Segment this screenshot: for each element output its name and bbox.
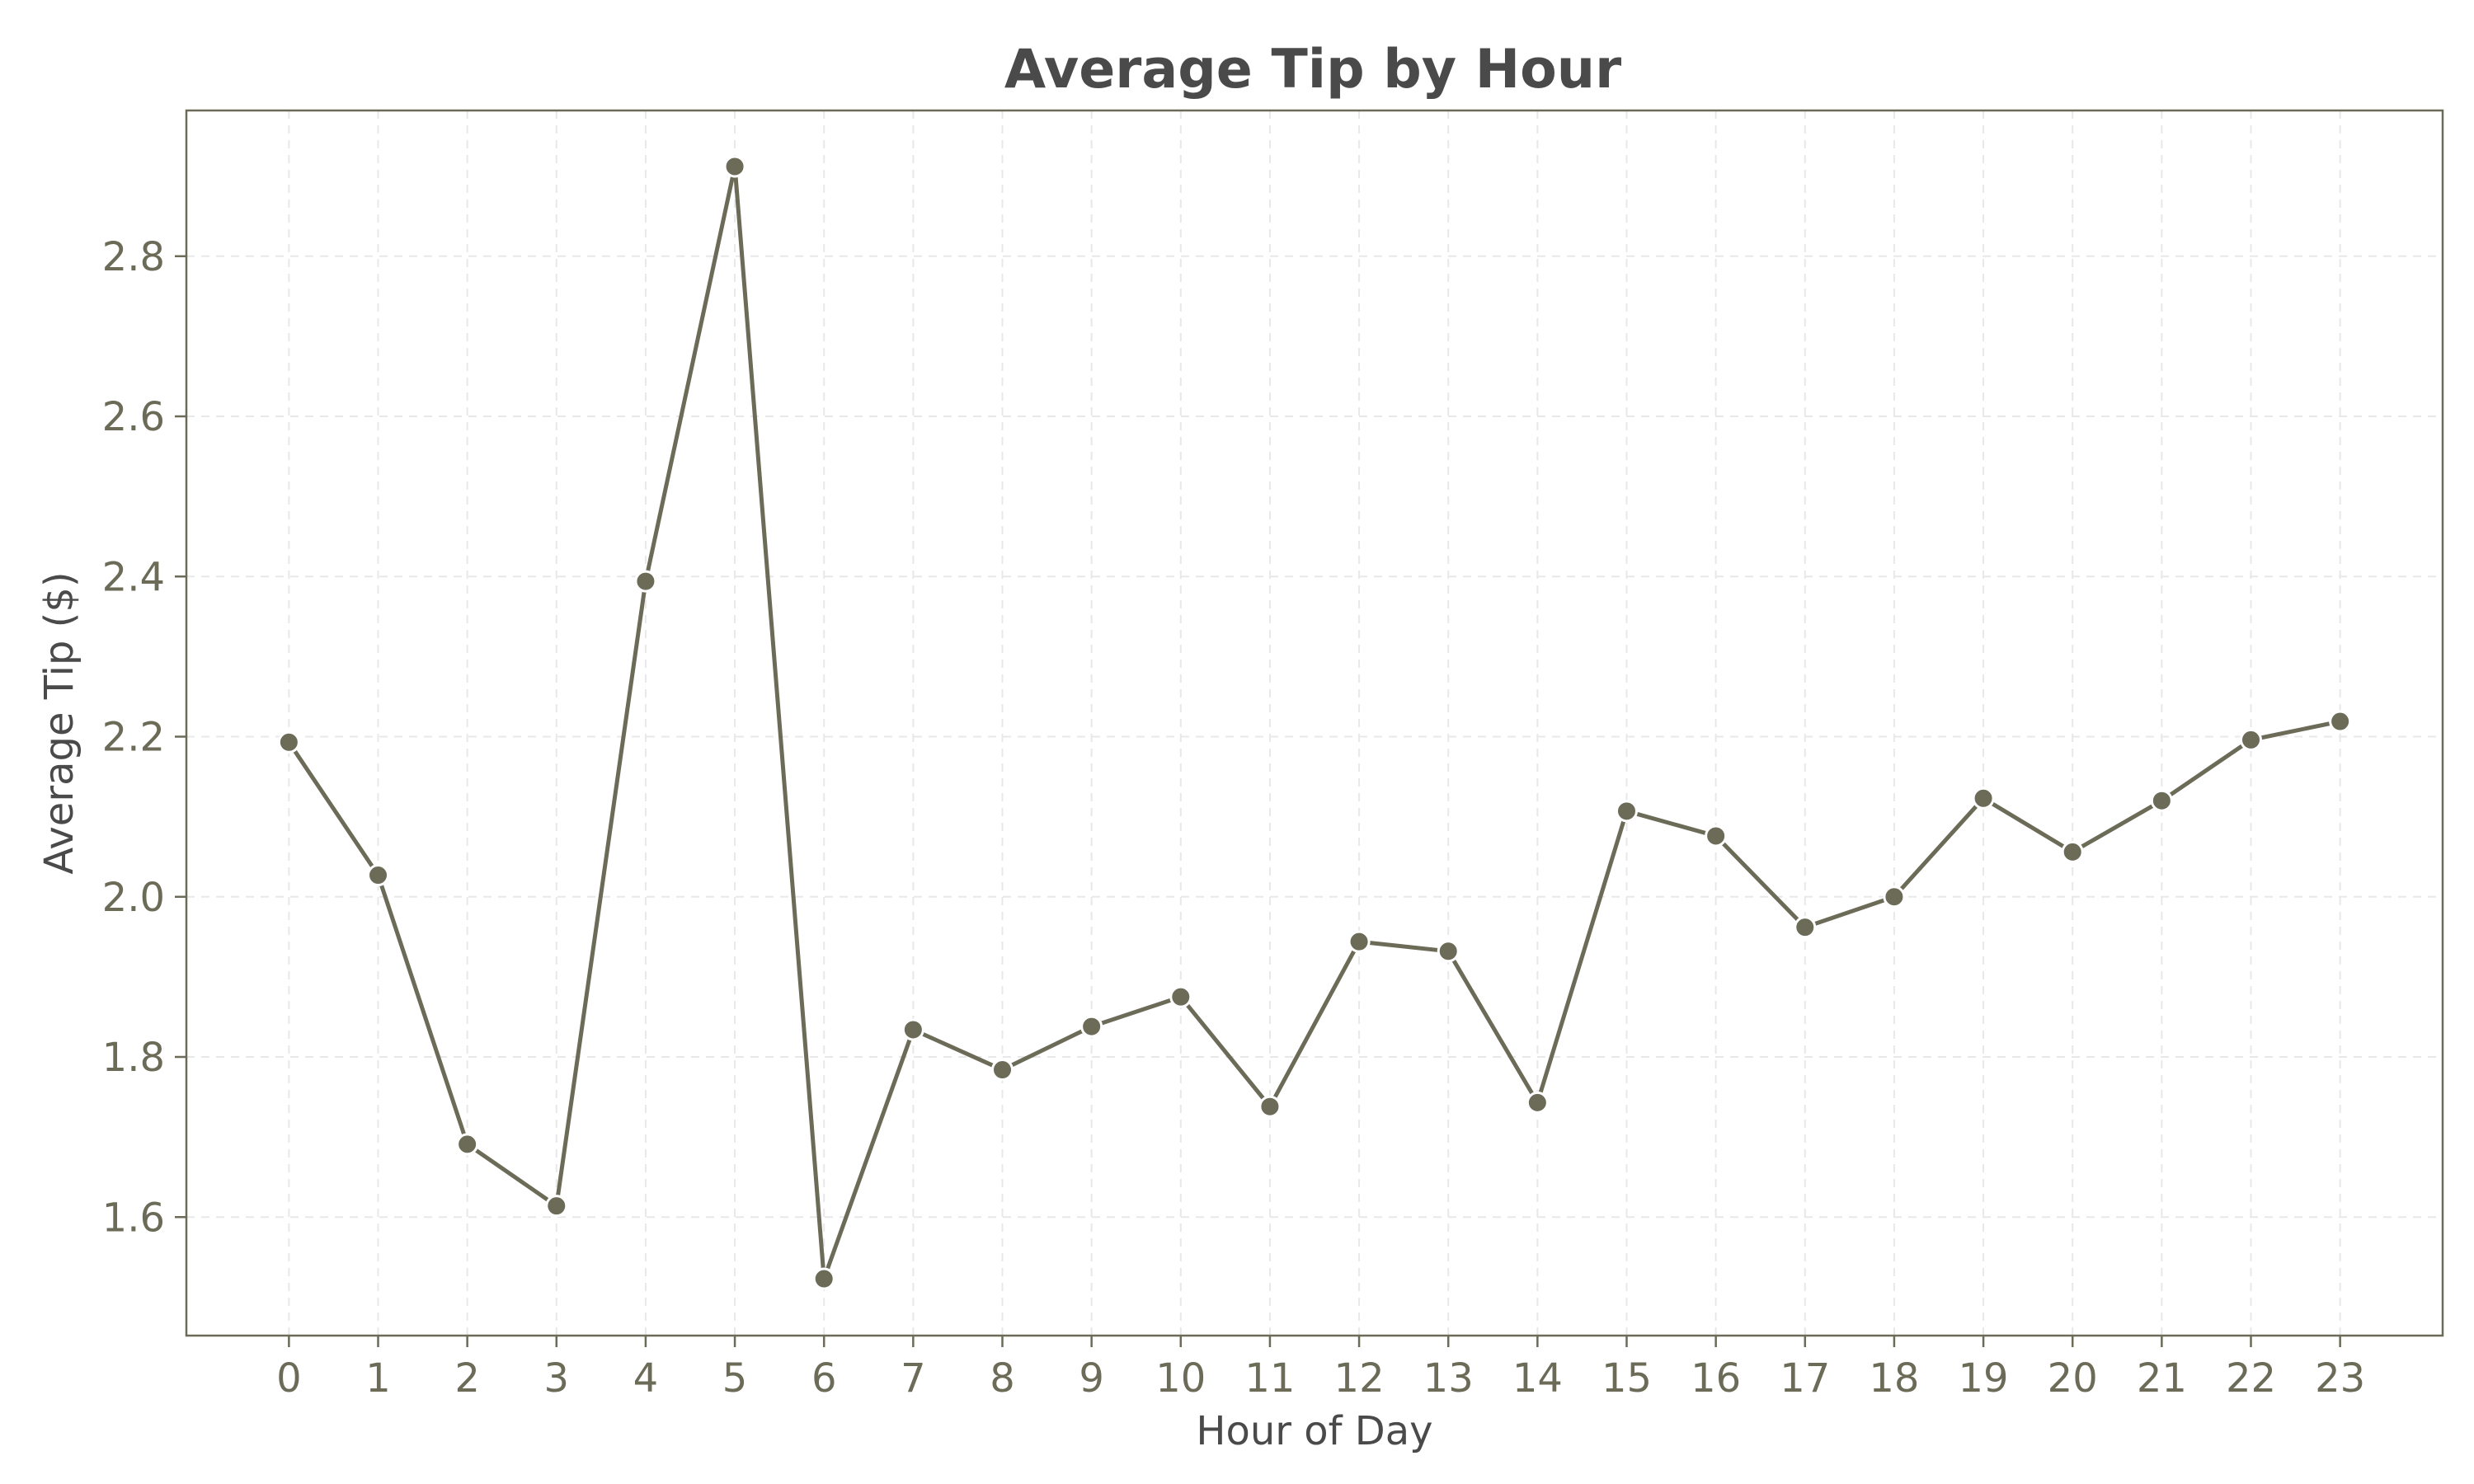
x-tick-label: 21 xyxy=(2137,1355,2187,1402)
x-axis-label: Hour of Day xyxy=(1196,1408,1432,1454)
y-tick-label: 2.2 xyxy=(102,715,165,761)
x-tick-label: 13 xyxy=(1423,1355,1474,1402)
x-tick-label: 22 xyxy=(2226,1355,2276,1402)
x-tick-label: 15 xyxy=(1602,1355,1652,1402)
chart-title: Average Tip by Hour xyxy=(1004,39,1621,101)
y-tick-label: 1.6 xyxy=(102,1195,165,1241)
x-tick-label: 18 xyxy=(1869,1355,1919,1402)
data-point-marker xyxy=(634,570,657,593)
data-point-marker xyxy=(2150,789,2173,812)
data-point-marker xyxy=(2061,840,2084,863)
data-point-marker xyxy=(1437,940,1460,963)
x-tick-label: 5 xyxy=(722,1355,748,1402)
data-point-marker xyxy=(991,1059,1014,1082)
x-tick-label: 4 xyxy=(633,1355,659,1402)
x-tick-label: 11 xyxy=(1244,1355,1295,1402)
data-point-marker xyxy=(1258,1095,1282,1118)
x-tick-label: 17 xyxy=(1780,1355,1830,1402)
x-tick-label: 12 xyxy=(1334,1355,1385,1402)
x-tick-label: 14 xyxy=(1512,1355,1563,1402)
x-tick-label: 3 xyxy=(544,1355,570,1402)
y-tick-label: 2.6 xyxy=(102,394,165,440)
data-point-marker xyxy=(723,155,746,178)
plot-area-frame xyxy=(185,109,2444,1337)
x-tick-label: 9 xyxy=(1079,1355,1104,1402)
x-tick-label: 6 xyxy=(811,1355,837,1402)
data-point-marker xyxy=(1883,885,1906,909)
data-point-marker xyxy=(277,730,300,754)
data-point-marker xyxy=(1348,930,1371,953)
x-tick-label: 8 xyxy=(990,1355,1015,1402)
y-axis: 1.6 1.8 2.0 2.2 2.4 2.6 2.8 xyxy=(102,234,186,1241)
y-axis-label: Average Tip ($) xyxy=(36,571,82,874)
data-point-marker xyxy=(2239,728,2262,751)
y-tick-label: 2.0 xyxy=(102,875,165,921)
data-point-marker xyxy=(1526,1091,1549,1114)
data-point-marker xyxy=(1080,1015,1103,1038)
x-axis: 0 1 2 3 4 5 6 7 8 9 10 11 12 13 14 15 16 17 18 19 20 21 22 23 xyxy=(276,1336,2365,1402)
x-tick-label: 16 xyxy=(1691,1355,1741,1402)
data-point-marker xyxy=(1972,787,1995,810)
data-point-marker xyxy=(1169,985,1192,1008)
y-tick-label: 2.8 xyxy=(102,234,165,280)
y-tick-label: 2.4 xyxy=(102,554,165,600)
x-tick-label: 23 xyxy=(2315,1355,2365,1402)
x-tick-label: 2 xyxy=(454,1355,480,1402)
data-point-marker xyxy=(812,1267,835,1290)
data-point-marker xyxy=(901,1018,924,1041)
x-tick-label: 1 xyxy=(365,1355,391,1402)
data-point-marker xyxy=(545,1195,568,1218)
series-line xyxy=(286,164,2343,1281)
x-tick-label: 0 xyxy=(276,1355,302,1402)
grid xyxy=(186,110,2443,1336)
x-tick-label: 10 xyxy=(1155,1355,1206,1402)
data-point-marker xyxy=(2329,710,2352,733)
x-tick-label: 19 xyxy=(1959,1355,2009,1402)
y-tick-label: 1.8 xyxy=(102,1035,165,1081)
data-point-marker xyxy=(1794,916,1817,939)
data-point-marker xyxy=(367,864,390,887)
data-point-marker xyxy=(1615,800,1638,823)
data-points xyxy=(277,155,2352,1290)
x-tick-label: 20 xyxy=(2048,1355,2098,1402)
data-point-marker xyxy=(456,1133,479,1156)
data-point-marker xyxy=(1705,824,1728,848)
x-tick-label: 7 xyxy=(901,1355,926,1402)
